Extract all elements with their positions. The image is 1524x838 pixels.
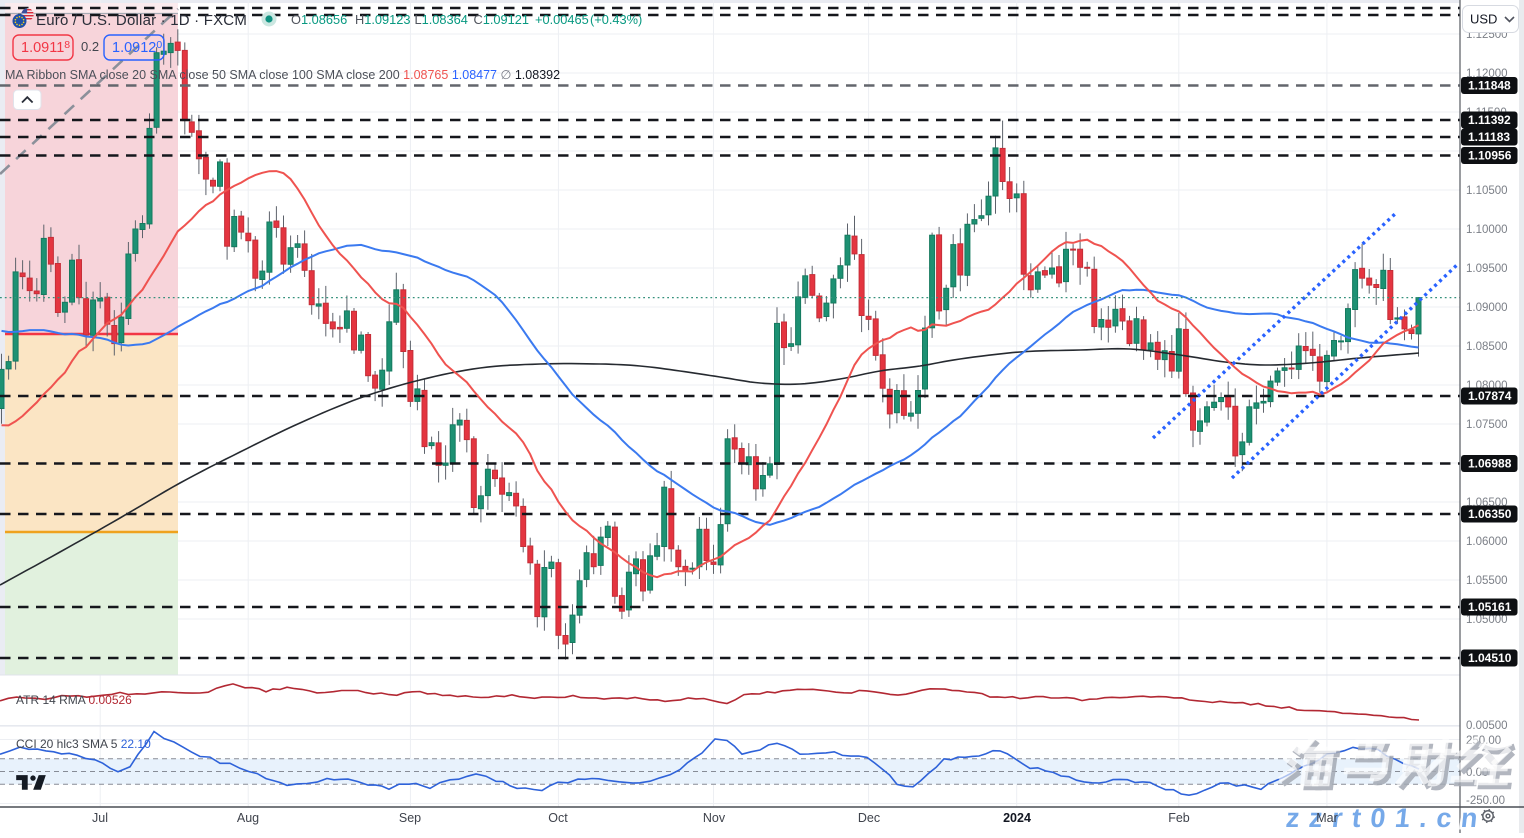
svg-text:1.09120: 1.09120: [112, 39, 162, 56]
svg-text:1.09118: 1.09118: [21, 39, 70, 56]
svg-text:2024: 2024: [1003, 811, 1031, 825]
svg-text:Mar: Mar: [1316, 811, 1338, 825]
svg-text:1.11183: 1.11183: [1468, 130, 1510, 144]
svg-text:Nov: Nov: [703, 811, 726, 825]
svg-text:CCI 20 hlc3 SMA 5 22.10: CCI 20 hlc3 SMA 5 22.10: [16, 737, 151, 751]
svg-text:1.09000: 1.09000: [1466, 302, 1508, 314]
svg-text:Oct: Oct: [548, 811, 568, 825]
svg-text:Dec: Dec: [858, 811, 880, 825]
svg-text:1.07874: 1.07874: [1468, 389, 1512, 403]
svg-text:MA Ribbon SMA close 20 SMA clo: MA Ribbon SMA close 20 SMA close 50 SMA …: [5, 68, 560, 82]
svg-text:1.09500: 1.09500: [1466, 263, 1508, 275]
svg-text:Jul: Jul: [92, 811, 108, 825]
svg-text:1.11848: 1.11848: [1468, 79, 1511, 93]
svg-text:1.08500: 1.08500: [1466, 341, 1508, 353]
svg-text:1.10000: 1.10000: [1466, 224, 1508, 236]
svg-text:0.00500: 0.00500: [1466, 720, 1508, 732]
svg-text:1.10956: 1.10956: [1468, 149, 1512, 163]
svg-text:1.04510: 1.04510: [1468, 651, 1512, 665]
svg-text:Euro / U.S. Dollar · 1D · FXCM: Euro / U.S. Dollar · 1D · FXCM: [36, 12, 247, 29]
svg-text:Sep: Sep: [399, 811, 421, 825]
svg-text:Feb: Feb: [1168, 811, 1190, 825]
svg-text:1.05161: 1.05161: [1468, 600, 1512, 614]
svg-text:1.05500: 1.05500: [1466, 575, 1508, 587]
svg-text:1.10500: 1.10500: [1466, 185, 1508, 197]
svg-text:1.11392: 1.11392: [1468, 113, 1511, 127]
svg-text:1.06000: 1.06000: [1466, 536, 1508, 548]
svg-text:0.2: 0.2: [81, 39, 99, 54]
svg-text:1.06350: 1.06350: [1468, 507, 1512, 521]
svg-text:ATR 14 RMA 0.00526: ATR 14 RMA 0.00526: [16, 693, 132, 707]
svg-text:1.07500: 1.07500: [1466, 419, 1508, 431]
svg-text:1.05000: 1.05000: [1466, 614, 1508, 626]
svg-text:Aug: Aug: [237, 811, 259, 825]
svg-text:USD: USD: [1470, 12, 1497, 27]
svg-text:1.06988: 1.06988: [1468, 457, 1512, 471]
